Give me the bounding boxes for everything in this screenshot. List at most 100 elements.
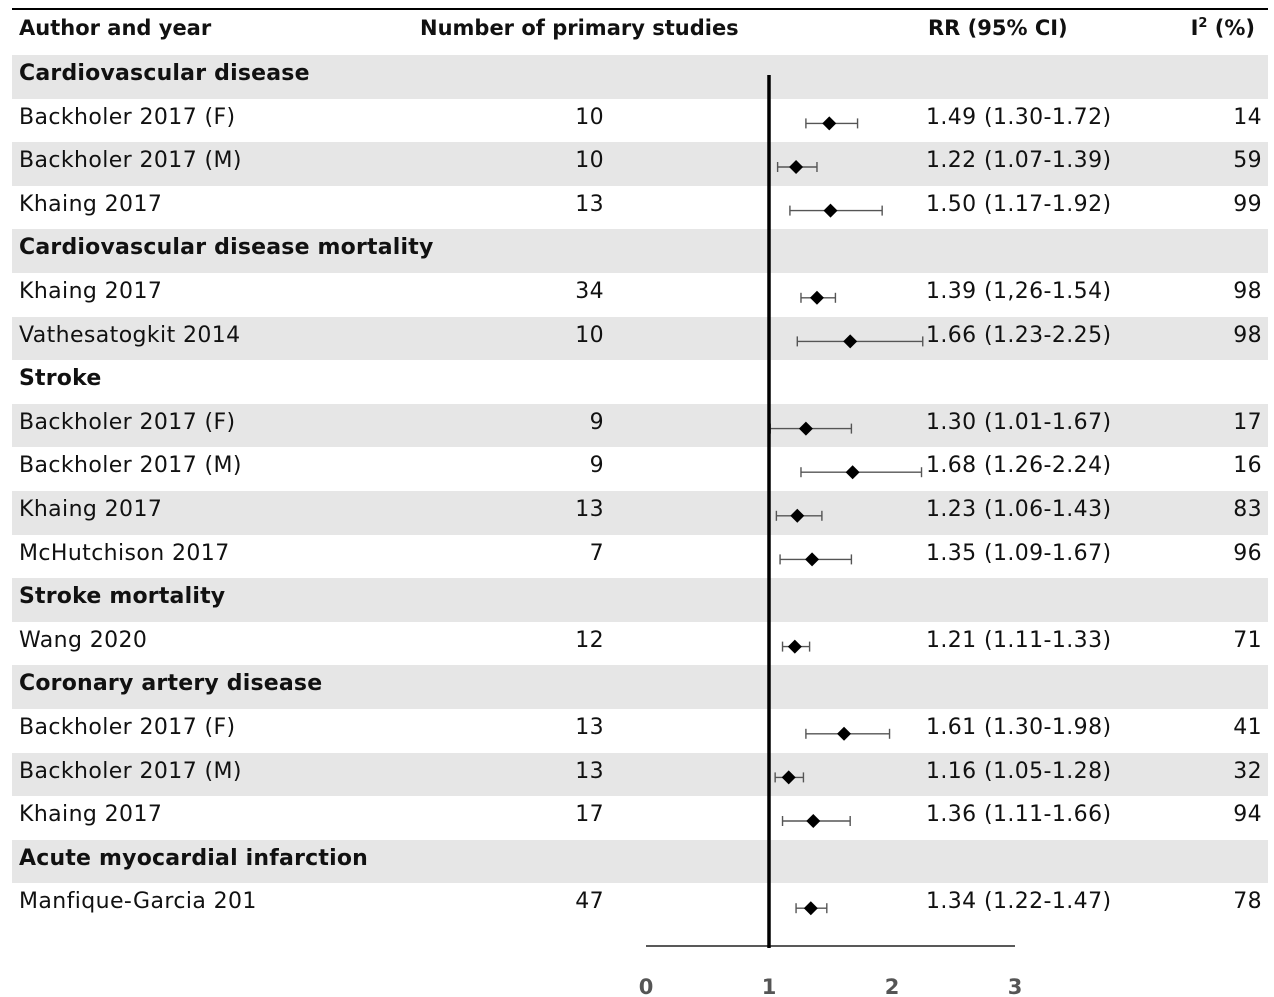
study-i2: 41: [1233, 715, 1262, 740]
point-estimate-marker: [823, 203, 838, 218]
study-row: Backholer 2017 (F) 9 1.30 (1.01-1.67) 17: [12, 403, 1268, 448]
study-row: Khaing 2017 13 1.23 (1.06-1.43) 83: [12, 491, 1268, 535]
study-rr: 1.36 (1.11-1.66): [926, 802, 1112, 828]
x-tick-label: 0: [639, 975, 654, 997]
study-count: 34: [575, 279, 604, 304]
study-author: Backholer 2017 (M): [19, 453, 242, 479]
category-label: Stroke: [19, 366, 102, 392]
study-author: Wang 2020: [19, 627, 148, 653]
study-i2: 98: [1233, 322, 1262, 348]
study-i2: 59: [1233, 148, 1262, 174]
study-rr: 1.49 (1.30-1.72): [926, 104, 1112, 130]
study-row: Khaing 2017 13 1.50 (1.17-1.92) 99: [12, 186, 1268, 230]
category-row: Stroke mortality: [12, 578, 1268, 622]
study-i2: 17: [1233, 409, 1262, 435]
study-count: 13: [575, 758, 604, 784]
header-i2-unit: (%): [1207, 16, 1255, 40]
study-i2: 16: [1233, 453, 1262, 479]
study-rr: 1.21 (1.11-1.33): [926, 627, 1112, 653]
point-estimate-marker: [790, 508, 805, 523]
study-row: Backholer 2017 (F) 10 1.49 (1.30-1.72) 14: [12, 99, 1268, 143]
x-tick-label: 1: [762, 975, 777, 997]
study-author: Backholer 2017 (F): [19, 409, 236, 435]
header-i2: I2 (%): [1191, 16, 1255, 40]
category-label: Coronary artery disease: [19, 671, 323, 697]
study-author: Manfique-Garcia 201: [19, 889, 257, 915]
study-count: 9: [589, 453, 604, 479]
header-i2-superscript: 2: [1198, 16, 1208, 31]
study-i2: 32: [1233, 758, 1262, 784]
study-i2: 83: [1233, 497, 1262, 522]
x-tick-label: 2: [885, 975, 900, 997]
study-i2: 14: [1233, 104, 1262, 130]
study-row: Khaing 2017 17 1.36 (1.11-1.66) 94: [12, 796, 1268, 840]
category-row: Stroke: [12, 360, 1268, 404]
point-estimate-marker: [837, 726, 852, 741]
study-rr: 1.50 (1.17-1.92): [926, 191, 1112, 217]
study-rr: 1.30 (1.01-1.67): [926, 409, 1112, 435]
study-rr: 1.23 (1.06-1.43): [926, 497, 1112, 522]
study-author: Khaing 2017: [19, 279, 163, 304]
category-label: Stroke mortality: [19, 584, 226, 610]
category-row: Acute myocardial infarction: [12, 839, 1268, 884]
table-top-rule: [12, 8, 1268, 10]
study-count: 9: [589, 409, 604, 435]
point-estimate-marker: [843, 334, 858, 349]
study-rr: 1.22 (1.07-1.39): [926, 148, 1112, 174]
header-rr: RR (95% CI): [928, 16, 1068, 40]
study-row: Vathesatogkit 2014 10 1.66 (1.23-2.25) 98: [12, 316, 1268, 361]
study-author: Backholer 2017 (F): [19, 104, 236, 130]
category-label: Acute myocardial infarction: [19, 845, 369, 871]
study-row: Backholer 2017 (M) 9 1.68 (1.26-2.24) 16: [12, 447, 1268, 491]
study-rr: 1.68 (1.26-2.24): [926, 453, 1112, 479]
study-author: Khaing 2017: [19, 802, 163, 828]
point-estimate-marker: [822, 116, 837, 131]
point-estimate-marker: [845, 465, 860, 480]
study-row: Wang 2020 12 1.21 (1.11-1.33) 71: [12, 622, 1268, 666]
study-rr: 1.34 (1.22-1.47): [926, 889, 1112, 915]
study-author: Backholer 2017 (M): [19, 758, 242, 784]
point-estimate-marker: [806, 814, 821, 828]
study-rr: 1.39 (1,26-1.54): [926, 279, 1112, 304]
point-estimate-marker: [787, 639, 802, 654]
study-count: 13: [575, 191, 604, 217]
category-row: Coronary artery disease: [12, 665, 1268, 709]
point-estimate-marker: [789, 160, 804, 174]
point-estimate-marker: [809, 290, 824, 305]
study-count: 13: [575, 715, 604, 740]
category-label: Cardiovascular disease mortality: [19, 235, 434, 261]
study-count: 12: [575, 627, 604, 653]
study-row: Backholer 2017 (F) 13 1.61 (1.30-1.98) 41: [12, 709, 1268, 753]
study-author: Vathesatogkit 2014: [19, 322, 241, 348]
header-number-of-studies: Number of primary studies: [420, 16, 739, 40]
study-author: Backholer 2017 (F): [19, 715, 236, 740]
study-i2: 71: [1233, 627, 1262, 653]
study-i2: 78: [1233, 889, 1262, 915]
header-i2-letter: I: [1190, 16, 1199, 40]
study-i2: 99: [1233, 191, 1262, 217]
category-row: Cardiovascular disease mortality: [12, 229, 1268, 273]
study-count: 10: [575, 322, 604, 348]
study-row: McHutchison 2017 7 1.35 (1.09-1.67) 96: [12, 535, 1268, 579]
category-label: Cardiovascular disease: [19, 61, 310, 86]
x-tick-label: 3: [1008, 975, 1023, 997]
study-count: 17: [575, 802, 604, 828]
study-i2: 94: [1233, 802, 1262, 828]
study-row: Khaing 2017 34 1.39 (1,26-1.54) 98: [12, 273, 1268, 317]
study-count: 13: [575, 497, 604, 522]
study-i2: 98: [1233, 279, 1262, 304]
study-row: Backholer 2017 (M) 13 1.16 (1.05-1.28) 32: [12, 752, 1268, 797]
study-author: Khaing 2017: [19, 497, 163, 522]
study-rr: 1.66 (1.23-2.25): [926, 322, 1112, 348]
study-row: Manfique-Garcia 201 47 1.34 (1.22-1.47) 78: [12, 883, 1268, 927]
study-rr: 1.16 (1.05-1.28): [926, 758, 1112, 784]
study-rr: 1.35 (1.09-1.67): [926, 540, 1112, 566]
study-author: Backholer 2017 (M): [19, 148, 242, 174]
study-author: Khaing 2017: [19, 191, 163, 217]
study-row: Backholer 2017 (M) 10 1.22 (1.07-1.39) 59: [12, 142, 1268, 186]
table-header: Author and year Number of primary studie…: [12, 10, 1268, 53]
header-author: Author and year: [19, 16, 212, 40]
study-count: 7: [589, 540, 604, 566]
study-count: 47: [575, 889, 604, 915]
